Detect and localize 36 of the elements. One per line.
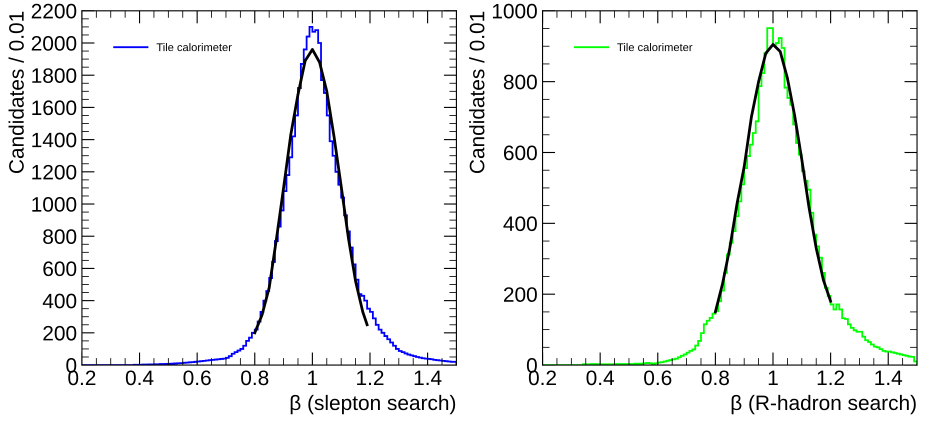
y-tick-label: 400: [503, 216, 537, 232]
y-tick-label: 800: [504, 74, 537, 90]
x-tick-label: 0.2: [528, 370, 556, 386]
x-axis-title: β (slepton search): [290, 394, 456, 414]
y-tick-label: 1400: [32, 132, 76, 148]
x-tick-label: 0.6: [644, 370, 672, 386]
y-tick-label: 1600: [32, 100, 76, 116]
legend-label: Tile calorimeter: [617, 43, 692, 52]
y-tick-label: 2000: [32, 36, 76, 51]
y-tick-label: 2200: [32, 4, 76, 19]
y-axis-title: Candidates / 0.01: [8, 12, 24, 174]
x-tick-label: 0.4: [586, 370, 614, 386]
x-tick-label: 1: [768, 370, 778, 385]
y-tick-label: 400: [42, 294, 76, 308]
y-tick-label: 200: [504, 287, 537, 302]
x-tick-label: 1.4: [875, 370, 902, 385]
x-axis-title: β (R-hadron search): [732, 394, 916, 414]
y-tick-label: 200: [43, 326, 76, 341]
y-tick-label: 1000: [492, 4, 537, 19]
y-tick-label: 600: [43, 261, 76, 276]
x-tick-label: 0.8: [241, 370, 268, 386]
y-tick-label: 1000: [32, 197, 76, 212]
x-tick-label: 0.8: [702, 370, 729, 386]
y-tick-label: 800: [43, 229, 76, 244]
y-tick-label: 1800: [32, 68, 76, 83]
y-tick-label: 600: [504, 145, 537, 160]
x-tick-label: 0.6: [183, 370, 211, 386]
x-tick-label: 1: [308, 370, 318, 385]
x-tick-label: 1.2: [357, 370, 384, 385]
y-axis-title: Candidates / 0.01: [469, 12, 484, 174]
x-tick-label: 1.4: [414, 370, 442, 385]
y-tick-label: 1200: [32, 164, 76, 180]
x-tick-label: 1.2: [818, 370, 844, 385]
x-tick-label: 0.4: [126, 370, 154, 386]
legend-label: Tile calorimeter: [156, 43, 232, 52]
x-tick-label: 0.2: [68, 370, 96, 386]
